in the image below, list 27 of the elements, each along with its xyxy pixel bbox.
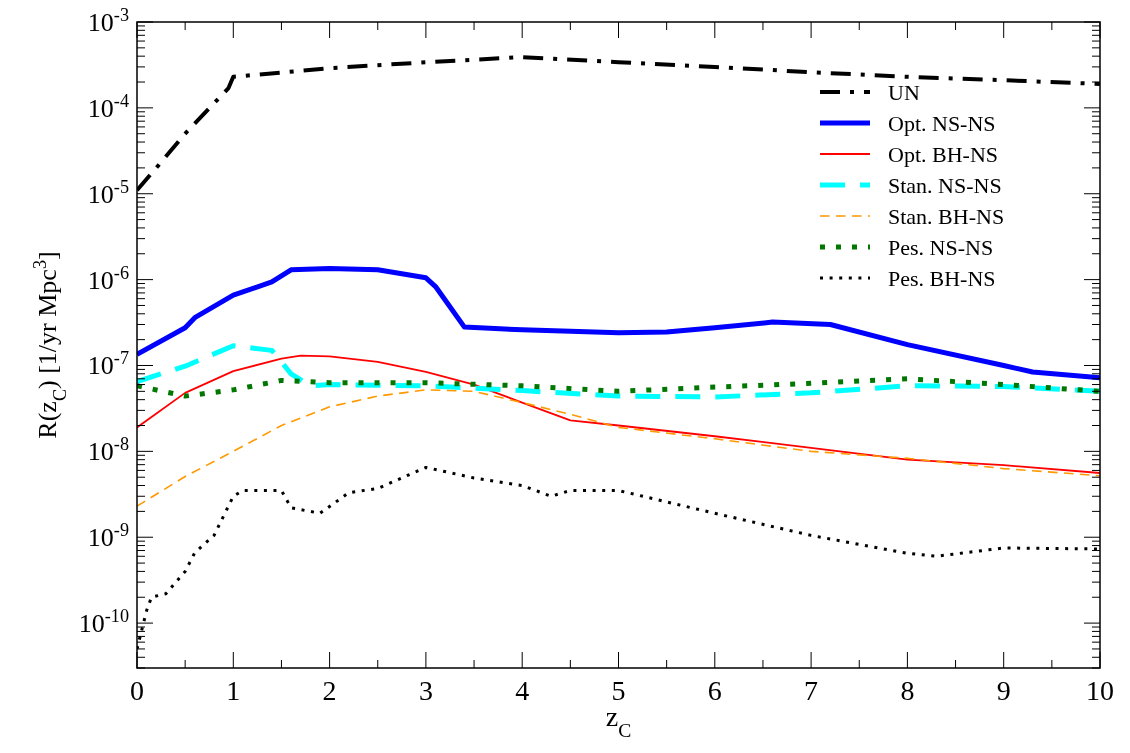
legend-label: Pes. BH-NS	[888, 266, 996, 291]
x-tick-label: 8	[900, 675, 915, 706]
line-series	[137, 389, 1100, 507]
x-tick-label: 10	[1086, 675, 1114, 706]
y-tick-label: 10$^{-3}$	[87, 5, 129, 37]
legend-label: Opt. NS-NS	[888, 111, 996, 136]
x-tick-label: 0	[130, 675, 144, 706]
x-tick-label: 3	[418, 675, 433, 706]
legend-label: Stan. BH-NS	[888, 204, 1005, 229]
x-tick-label: 2	[322, 675, 337, 706]
x-tick-label: 4	[515, 675, 530, 706]
y-tick-label: 10$^{-9}$	[87, 520, 129, 553]
y-tick-label: 10$^{-6}$	[87, 262, 129, 295]
x-tick-label: 6	[707, 675, 722, 706]
legend-label: Pes. NS-NS	[888, 235, 994, 260]
x-tick-label: 7	[804, 675, 819, 706]
x-tick-label: 1	[226, 675, 241, 706]
legend-label: UN	[888, 80, 920, 105]
x-tick-label: 9	[996, 675, 1011, 706]
y-tick-label: 10$^{-4}$	[87, 90, 129, 123]
y-tick-label: 10$^{-8}$	[87, 434, 129, 467]
y-tick-label: 10$^{-10}$	[78, 606, 129, 639]
y-tick-label: 10$^{-5}$	[87, 176, 129, 209]
y-tick-label: 10$^{-7}$	[87, 348, 129, 381]
legend-label: Stan. NS-NS	[888, 173, 1002, 198]
legend-label: Opt. BH-NS	[888, 142, 999, 167]
line-series	[137, 354, 1100, 474]
